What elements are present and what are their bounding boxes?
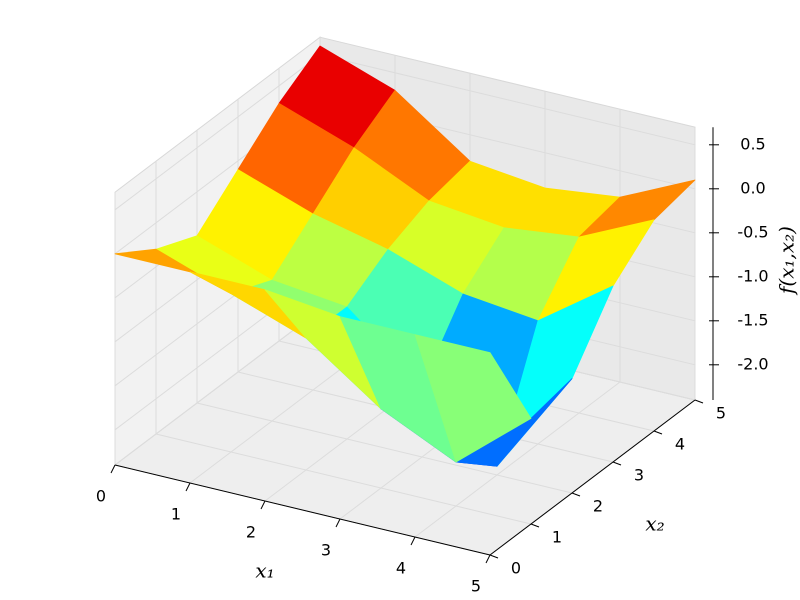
x-tick (260, 500, 266, 510)
x-tick (185, 482, 191, 492)
y-tick-label: 1 (552, 528, 562, 547)
x-tick (485, 554, 491, 564)
x-tick (410, 536, 416, 546)
surface (114, 45, 696, 467)
z-tick-label: 0.5 (740, 134, 765, 153)
grid-line (319, 54, 696, 146)
surface-facet (414, 334, 532, 463)
z-tick-label: -1.5 (737, 310, 768, 329)
y-tick (530, 523, 540, 528)
y-tick-label: 2 (593, 497, 603, 516)
grid-line (114, 309, 321, 466)
x-tick-label: 5 (471, 577, 481, 596)
y-tick-label: 3 (634, 466, 644, 485)
x-tick-label: 4 (396, 559, 406, 578)
z-tick-label: 0.0 (740, 178, 765, 197)
z-tick-label: -2.0 (737, 354, 768, 373)
z-axis-label: f(x₁,x₂) (775, 226, 799, 296)
y-axis-line (489, 399, 696, 556)
y-tick-label: 5 (716, 404, 726, 423)
y-axis-label: x₂ (645, 512, 664, 536)
grid-line (196, 402, 573, 494)
y-tick-label: 4 (675, 435, 685, 454)
grid-line (114, 54, 321, 211)
x-tick (335, 518, 341, 528)
x-tick-label: 0 (96, 487, 106, 506)
x-axis-line (114, 464, 491, 556)
x-tick-label: 1 (171, 505, 181, 524)
grid-line (155, 433, 532, 525)
x-axis-label: x₁ (255, 559, 274, 583)
y-tick (489, 554, 499, 559)
y-tick (653, 430, 663, 435)
z-tick-label: -0.5 (737, 222, 768, 241)
y-tick (694, 399, 704, 404)
grid-line (414, 381, 621, 538)
y-tick (571, 492, 581, 497)
x-tick (110, 464, 116, 474)
x-tick-label: 3 (321, 541, 331, 560)
x-tick-label: 2 (246, 523, 256, 542)
z-tick-label: -1.0 (737, 266, 768, 285)
axes: 0 1 2 3 4 5 0 1 2 3 4 5 -2.0 -1.5 -1.0 -0.5 0.0 0.5 (96, 127, 769, 596)
y-tick (612, 461, 622, 466)
y-tick-label: 0 (511, 559, 521, 578)
